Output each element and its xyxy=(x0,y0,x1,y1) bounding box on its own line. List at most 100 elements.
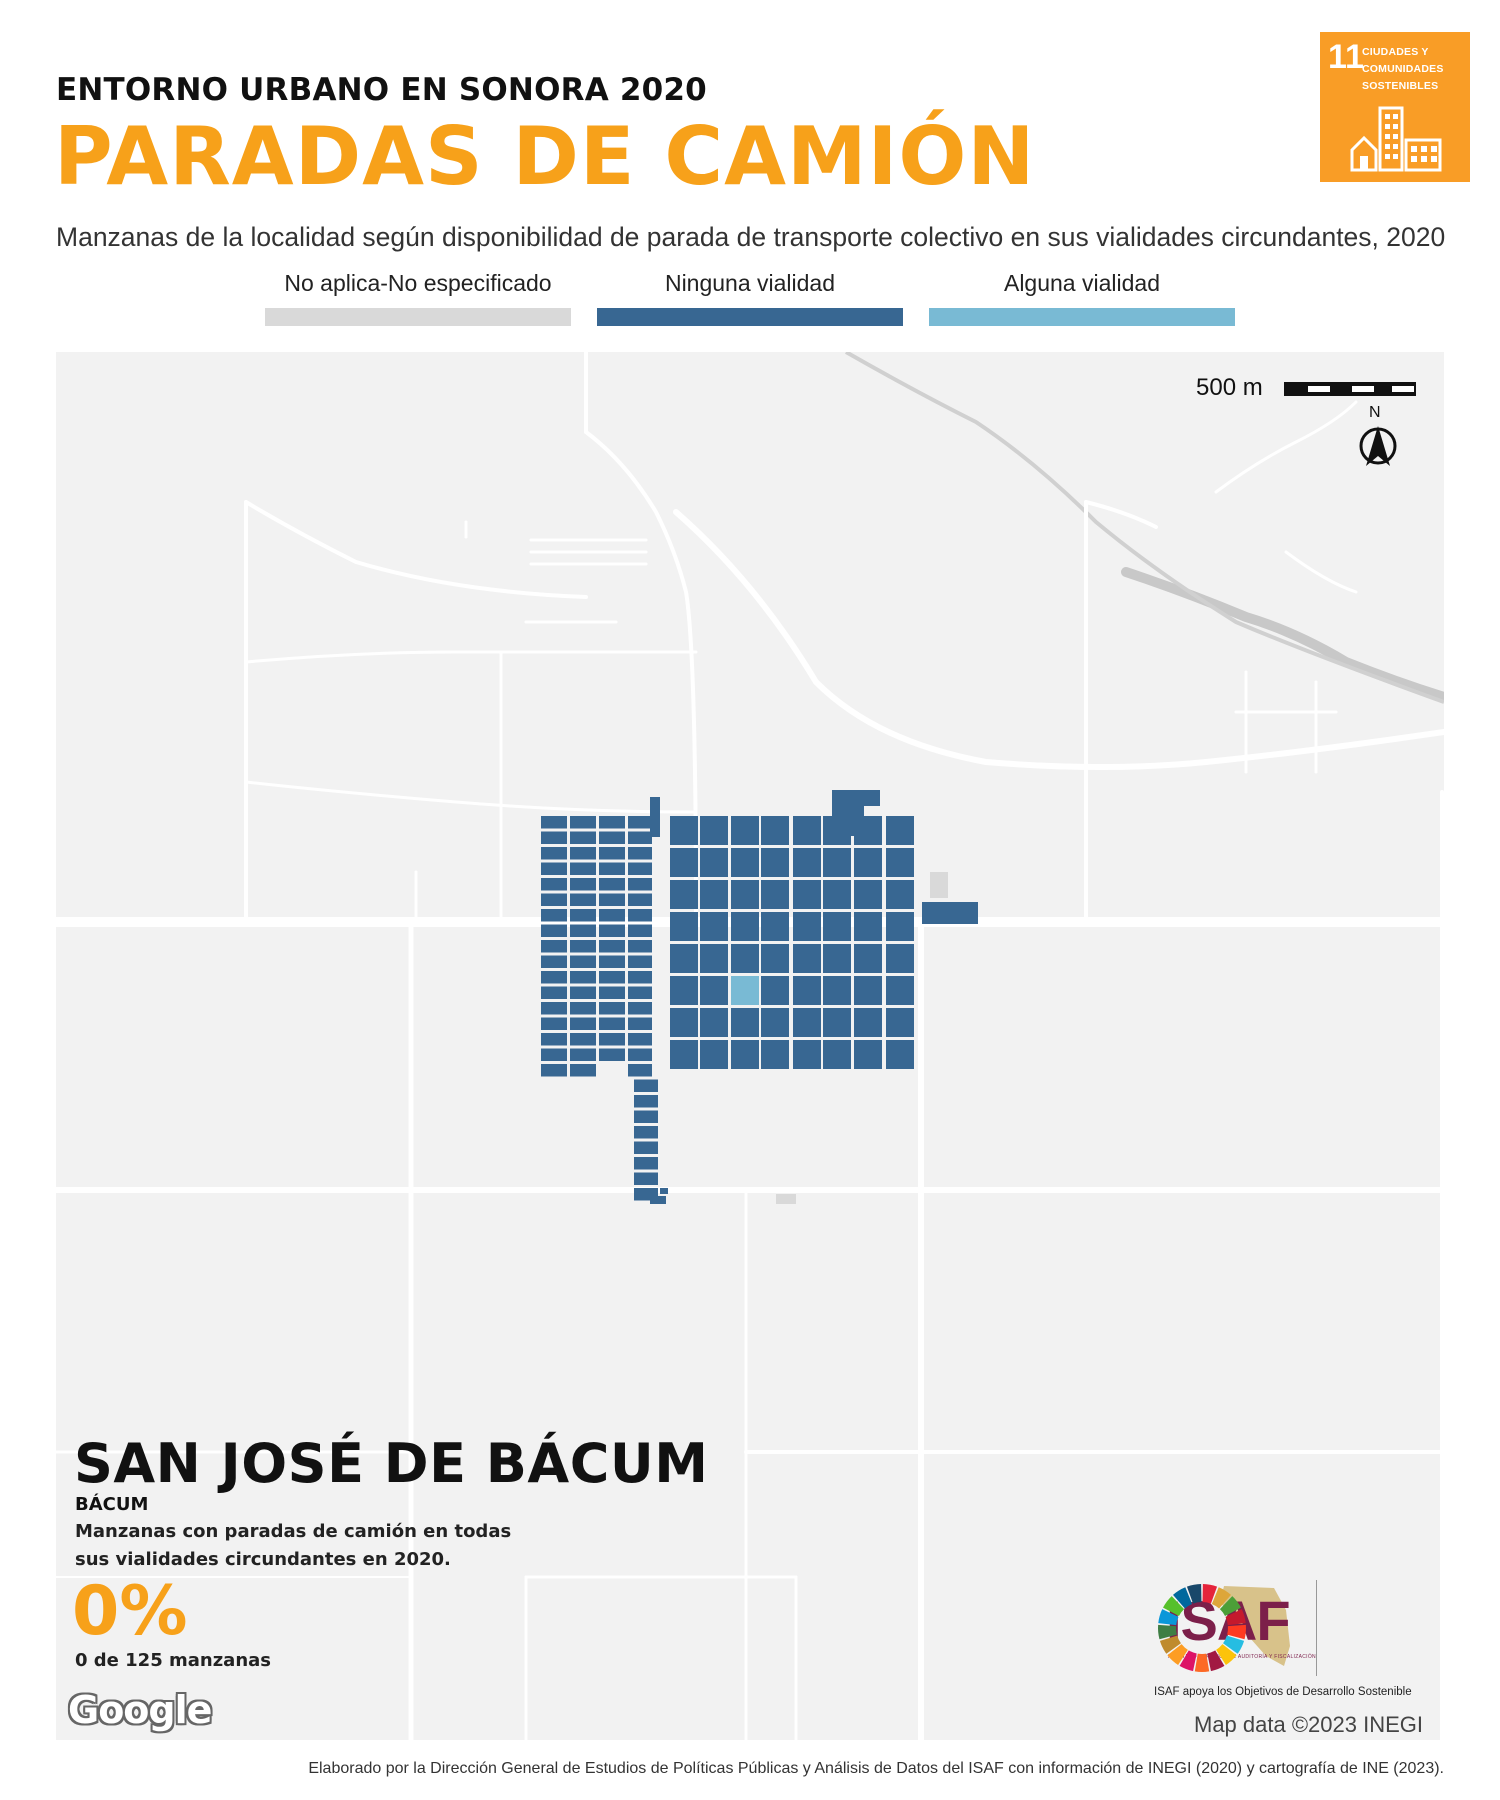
city-block xyxy=(628,1033,652,1046)
scale-bar-segment xyxy=(1392,386,1414,392)
place-name: SAN JOSÉ DE BÁCUM xyxy=(74,1432,709,1495)
city-block-gray xyxy=(930,872,948,898)
city-block xyxy=(670,976,698,1005)
scale-bar xyxy=(1284,382,1416,396)
sdg-text-line: COMUNIDADES xyxy=(1362,63,1444,75)
city-block xyxy=(793,912,821,941)
sdg-number: 11 xyxy=(1328,38,1364,76)
city-block xyxy=(570,1064,596,1077)
sdg-wheel-segment xyxy=(1225,1609,1246,1626)
city-block xyxy=(599,1002,625,1015)
sdg-wheel-segment xyxy=(1216,1644,1237,1665)
city-block xyxy=(541,1017,567,1030)
city-block xyxy=(886,944,914,973)
city-block xyxy=(541,971,567,984)
city-block xyxy=(599,1017,625,1030)
city-block xyxy=(634,1157,658,1170)
city-block xyxy=(541,893,567,906)
sdg-wheel-segment xyxy=(1186,1584,1202,1604)
legend-label: Alguna vialidad xyxy=(1003,270,1160,296)
city-block xyxy=(628,909,652,922)
sdg-text: CIUDADES Y COMUNIDADES SOSTENIBLES xyxy=(1362,44,1444,95)
city-block xyxy=(793,816,821,845)
legend-swatch-light-blue xyxy=(929,308,1235,326)
city-block xyxy=(599,893,625,906)
sdg-wheel-segment xyxy=(1219,1596,1241,1616)
city-block xyxy=(793,976,821,1005)
city-block xyxy=(731,976,759,1005)
city-block xyxy=(793,880,821,909)
city-block xyxy=(731,1040,759,1069)
city-block xyxy=(541,862,567,875)
city-block xyxy=(628,831,652,844)
city-block xyxy=(731,816,759,845)
legend-swatch-dark-blue xyxy=(597,308,903,326)
city-block xyxy=(823,944,851,973)
city-block xyxy=(793,1008,821,1037)
sdg-wheel-segment xyxy=(1173,1587,1193,1609)
sdg-wheel-segment xyxy=(1179,1650,1197,1672)
city-block xyxy=(886,1040,914,1069)
city-block xyxy=(541,1033,567,1046)
city-block xyxy=(854,912,882,941)
city-block xyxy=(634,1126,658,1139)
city-block xyxy=(670,880,698,909)
city-block xyxy=(570,940,596,953)
city-block xyxy=(628,893,652,906)
logo-divider xyxy=(1316,1580,1317,1676)
indicator-description: Manzanas con paradas de camión en todas … xyxy=(75,1521,512,1570)
sdg-wheel-segment xyxy=(1194,1653,1210,1672)
city-block xyxy=(628,1048,652,1061)
map[interactable]: 500 m N SAN JOSÉ DE BÁCUM BÁCUM Manzanas… xyxy=(56,352,1444,1740)
city-block xyxy=(832,790,864,836)
city-block xyxy=(700,880,728,909)
legend-label: Ninguna vialidad xyxy=(664,270,836,296)
city-block xyxy=(599,1033,625,1046)
city-block xyxy=(634,1095,658,1108)
city-block xyxy=(570,862,596,875)
city-block xyxy=(886,880,914,909)
city-block xyxy=(854,944,882,973)
city-block xyxy=(823,1008,851,1037)
city-block xyxy=(700,816,728,845)
city-block xyxy=(599,909,625,922)
city-block xyxy=(650,797,660,837)
scale-bar-segment xyxy=(1308,386,1330,392)
sdg-text-line: SOSTENIBLES xyxy=(1362,80,1439,92)
city-block xyxy=(628,1002,652,1015)
sdg-wheel-segment xyxy=(1202,1584,1218,1604)
north-arrow-icon xyxy=(1359,426,1397,466)
city-block xyxy=(823,976,851,1005)
city-block xyxy=(570,1002,596,1015)
city-block xyxy=(634,1172,658,1185)
main-title: PARADAS DE CAMIÓN xyxy=(54,110,1036,203)
city-block xyxy=(570,831,596,844)
city-block xyxy=(793,944,821,973)
scale-label: 500 m xyxy=(1196,374,1263,401)
municipality-name: BÁCUM xyxy=(75,1494,149,1515)
city-block xyxy=(823,880,851,909)
city-block xyxy=(541,924,567,937)
city-block xyxy=(541,986,567,999)
city-block xyxy=(599,847,625,860)
city-block xyxy=(700,848,728,877)
city-block xyxy=(700,912,728,941)
city-block xyxy=(823,848,851,877)
sdg-text-line: CIUDADES Y xyxy=(1362,46,1429,58)
legend-swatch-gray xyxy=(265,308,571,326)
city-block xyxy=(761,976,789,1005)
city-block xyxy=(541,1002,567,1015)
city-block xyxy=(761,912,789,941)
sdg-wheel-icon xyxy=(1158,1584,1246,1672)
city-block xyxy=(599,862,625,875)
sdg-wheel-segment xyxy=(1159,1635,1181,1654)
city-block xyxy=(541,1064,567,1077)
city-block xyxy=(761,1040,789,1069)
city-block xyxy=(864,790,880,806)
city-block xyxy=(599,986,625,999)
city-block xyxy=(599,971,625,984)
sdg-wheel-segment xyxy=(1207,1650,1225,1672)
city-block xyxy=(854,880,882,909)
city-block xyxy=(854,1040,882,1069)
city-block xyxy=(854,848,882,877)
